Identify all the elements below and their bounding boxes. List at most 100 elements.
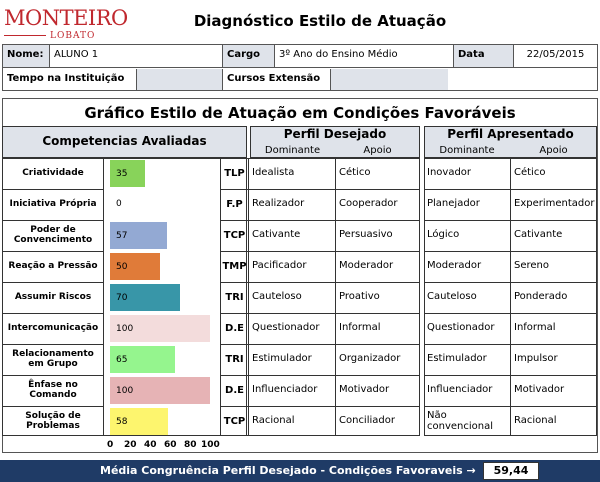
desejado-dominante-cell: Pacificador: [252, 260, 307, 272]
profile-code: TCP: [223, 416, 246, 427]
row-divider: [2, 251, 104, 252]
row-divider: [2, 220, 104, 221]
apresentado-apoio-cell: Motivador: [514, 384, 565, 396]
desejado-apoio-cell: Persuasivo: [339, 229, 393, 241]
row-divider: [424, 220, 597, 221]
desejado-apoio-cell: Moderador: [339, 260, 394, 272]
tempo-value[interactable]: [136, 69, 222, 90]
x-axis-tick: 0: [107, 440, 114, 450]
row-divider: [220, 282, 420, 283]
competencias-table: [2, 158, 247, 436]
desejado-apoio-cell: Cooperador: [339, 198, 398, 210]
cargo-label: Cargo: [222, 45, 274, 67]
page-title: Diagnóstico Estilo de Atuação: [193, 12, 447, 30]
row-divider: [424, 344, 597, 345]
apresentado-dominante-label: Dominante: [439, 145, 495, 156]
info-row-2: [2, 68, 598, 91]
competencias-header-label: Competencias Avaliadas: [42, 134, 207, 148]
apresentado-apoio-cell: Cativante: [514, 229, 563, 241]
desejado-dominante-cell: Cauteloso: [252, 291, 302, 303]
desejado-dominante-cell: Estimulador: [252, 353, 312, 365]
bar-mark: 35: [110, 160, 145, 187]
apresentado-apoio-label: Apoio: [539, 145, 568, 156]
row-divider: [220, 375, 420, 376]
chart-axis-line: [103, 158, 104, 436]
desejado-apoio-cell: Conciliador: [339, 415, 395, 427]
tempo-label: Tempo na Instituição: [3, 69, 133, 90]
bar-mark: 100: [110, 377, 210, 404]
row-divider: [220, 251, 420, 252]
bar-mark: 100: [110, 315, 210, 342]
apresentado-dominante-cell: Inovador: [427, 167, 472, 179]
row-divider: [220, 406, 420, 407]
data-value[interactable]: 22/05/2015: [513, 45, 597, 67]
row-divider: [424, 282, 597, 283]
x-axis-tick: 60: [164, 440, 177, 450]
apresentado-dominante-cell: Cauteloso: [427, 291, 477, 303]
x-axis-tick: 100: [201, 440, 220, 450]
row-divider: [220, 220, 420, 221]
row-divider: [424, 406, 597, 407]
competencia-label: Reação a Pressão: [8, 260, 98, 271]
desejado-apoio-cell: Proativo: [339, 291, 380, 303]
competencia-label: Ênfase no Comando: [28, 380, 78, 400]
row-divider: [424, 189, 597, 190]
row-divider: [424, 313, 597, 314]
perfil-desejado-table: [220, 158, 420, 436]
code-divider: [248, 158, 249, 436]
profile-code: TRI: [225, 292, 244, 303]
logo-main-text: MONTEIRO: [4, 6, 128, 30]
apresentado-apoio-cell: Racional: [514, 415, 557, 427]
apresentado-dominante-cell: Influenciador: [427, 384, 493, 396]
apresentado-dominante-cell: Estimulador: [427, 353, 487, 365]
competencia-label: Poder de Convencimento: [13, 225, 93, 245]
apresentado-dominante-cell: Planejador: [427, 198, 480, 210]
company-logo: MONTEIRO LOBATO: [4, 6, 128, 42]
bar-mark: 57: [110, 222, 167, 249]
row-divider: [2, 189, 104, 190]
desejado-apoio-cell: Cético: [339, 167, 371, 179]
perfil-desejado-header: [250, 126, 420, 158]
desejado-dominante-cell: Cativante: [252, 229, 301, 241]
profile-code: TLP: [224, 168, 245, 179]
perfil-apresentado-label: Perfil Apresentado: [447, 127, 574, 141]
logo-sub-text: LOBATO: [50, 31, 96, 41]
perfil-apresentado-header: [424, 126, 597, 158]
competencia-label: Relacionamento em Grupo: [12, 349, 94, 369]
apresentado-dominante-cell: Lógico: [427, 229, 460, 241]
cargo-value[interactable]: 3º Ano do Ensino Médio: [274, 45, 448, 67]
profile-code: D.E: [225, 385, 244, 396]
row-divider: [2, 282, 104, 283]
desejado-apoio-cell: Organizador: [339, 353, 401, 365]
nome-value[interactable]: ALUNO 1: [49, 45, 217, 67]
row-divider: [220, 189, 420, 190]
row-divider: [2, 406, 104, 407]
desejado-apoio-label: Apoio: [363, 145, 392, 156]
footer-label: Média Congruência Perfil Desejado - Cond…: [100, 464, 476, 477]
desejado-dominante-cell: Idealista: [252, 167, 295, 179]
row-divider: [2, 344, 104, 345]
cursos-value[interactable]: [330, 69, 448, 90]
nome-label: Nome:: [3, 45, 49, 67]
x-axis-tick: 20: [124, 440, 137, 450]
bar-mark: 58: [110, 408, 168, 435]
apresentado-dominante-cell: Não convencional: [427, 410, 494, 432]
bar-mark: 50: [110, 253, 160, 280]
competencia-label: Criatividade: [22, 167, 84, 178]
desejado-apoio-cell: Informal: [339, 322, 381, 334]
x-axis-tick: 40: [144, 440, 157, 450]
profile-code: D.E: [225, 323, 244, 334]
apresentado-divider: [510, 158, 511, 436]
row-divider: [2, 375, 104, 376]
desejado-dominante-label: Dominante: [264, 145, 321, 156]
bar-mark: 70: [110, 284, 180, 311]
competencia-label: Iniciativa Própria: [9, 198, 97, 209]
desejado-divider: [335, 158, 336, 436]
profile-code: F.P: [226, 199, 243, 210]
profile-code: TMP: [222, 261, 247, 272]
cursos-label: Cursos Extensão: [222, 69, 330, 90]
apresentado-apoio-cell: Impulsor: [514, 353, 558, 365]
apresentado-apoio-cell: Experimentador: [514, 198, 595, 210]
logo-underline: [4, 35, 46, 36]
data-label: Data: [453, 45, 513, 67]
